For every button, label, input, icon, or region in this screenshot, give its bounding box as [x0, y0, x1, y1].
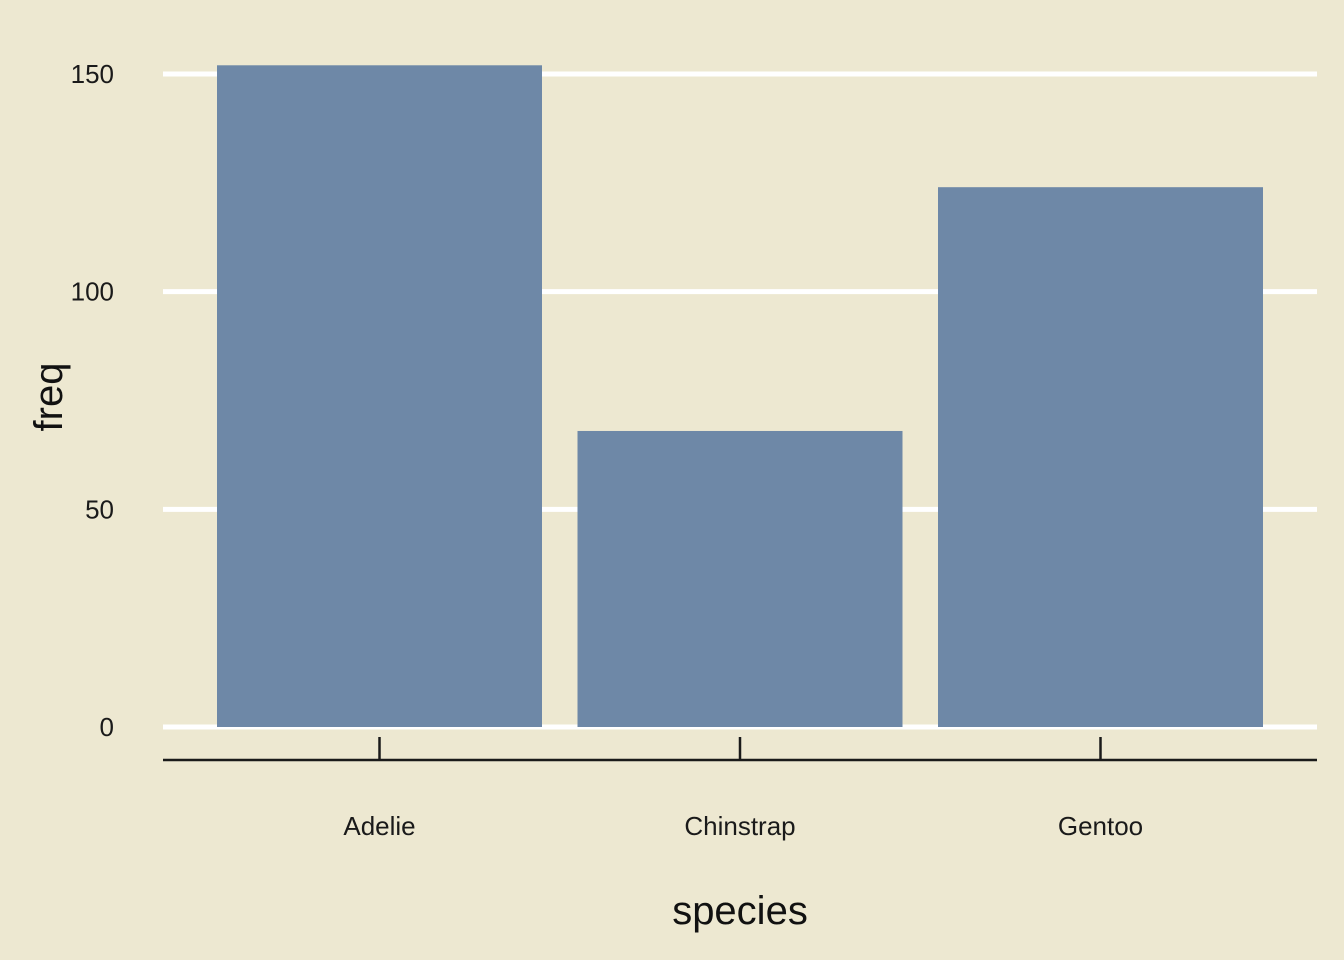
- tick-labels: 0 50 100 150 Adelie Chinstrap Gentoo: [71, 59, 1144, 841]
- x-tick-label-gentoo: Gentoo: [1058, 811, 1143, 841]
- y-tick-label-0: 0: [100, 712, 114, 742]
- bar-gentoo: [938, 187, 1263, 728]
- bar-chinstrap: [577, 430, 903, 727]
- x-axis-title: species: [672, 889, 808, 933]
- y-tick-label-150: 150: [71, 59, 114, 89]
- bar-adelie: [217, 65, 542, 727]
- y-tick-label-50: 50: [85, 494, 114, 524]
- x-tick-label-adelie: Adelie: [343, 811, 415, 841]
- y-axis-title: freq: [27, 363, 71, 432]
- x-tick-label-chinstrap: Chinstrap: [684, 811, 795, 841]
- bars: [217, 65, 1263, 728]
- y-tick-label-100: 100: [71, 277, 114, 307]
- x-axis: [163, 737, 1317, 762]
